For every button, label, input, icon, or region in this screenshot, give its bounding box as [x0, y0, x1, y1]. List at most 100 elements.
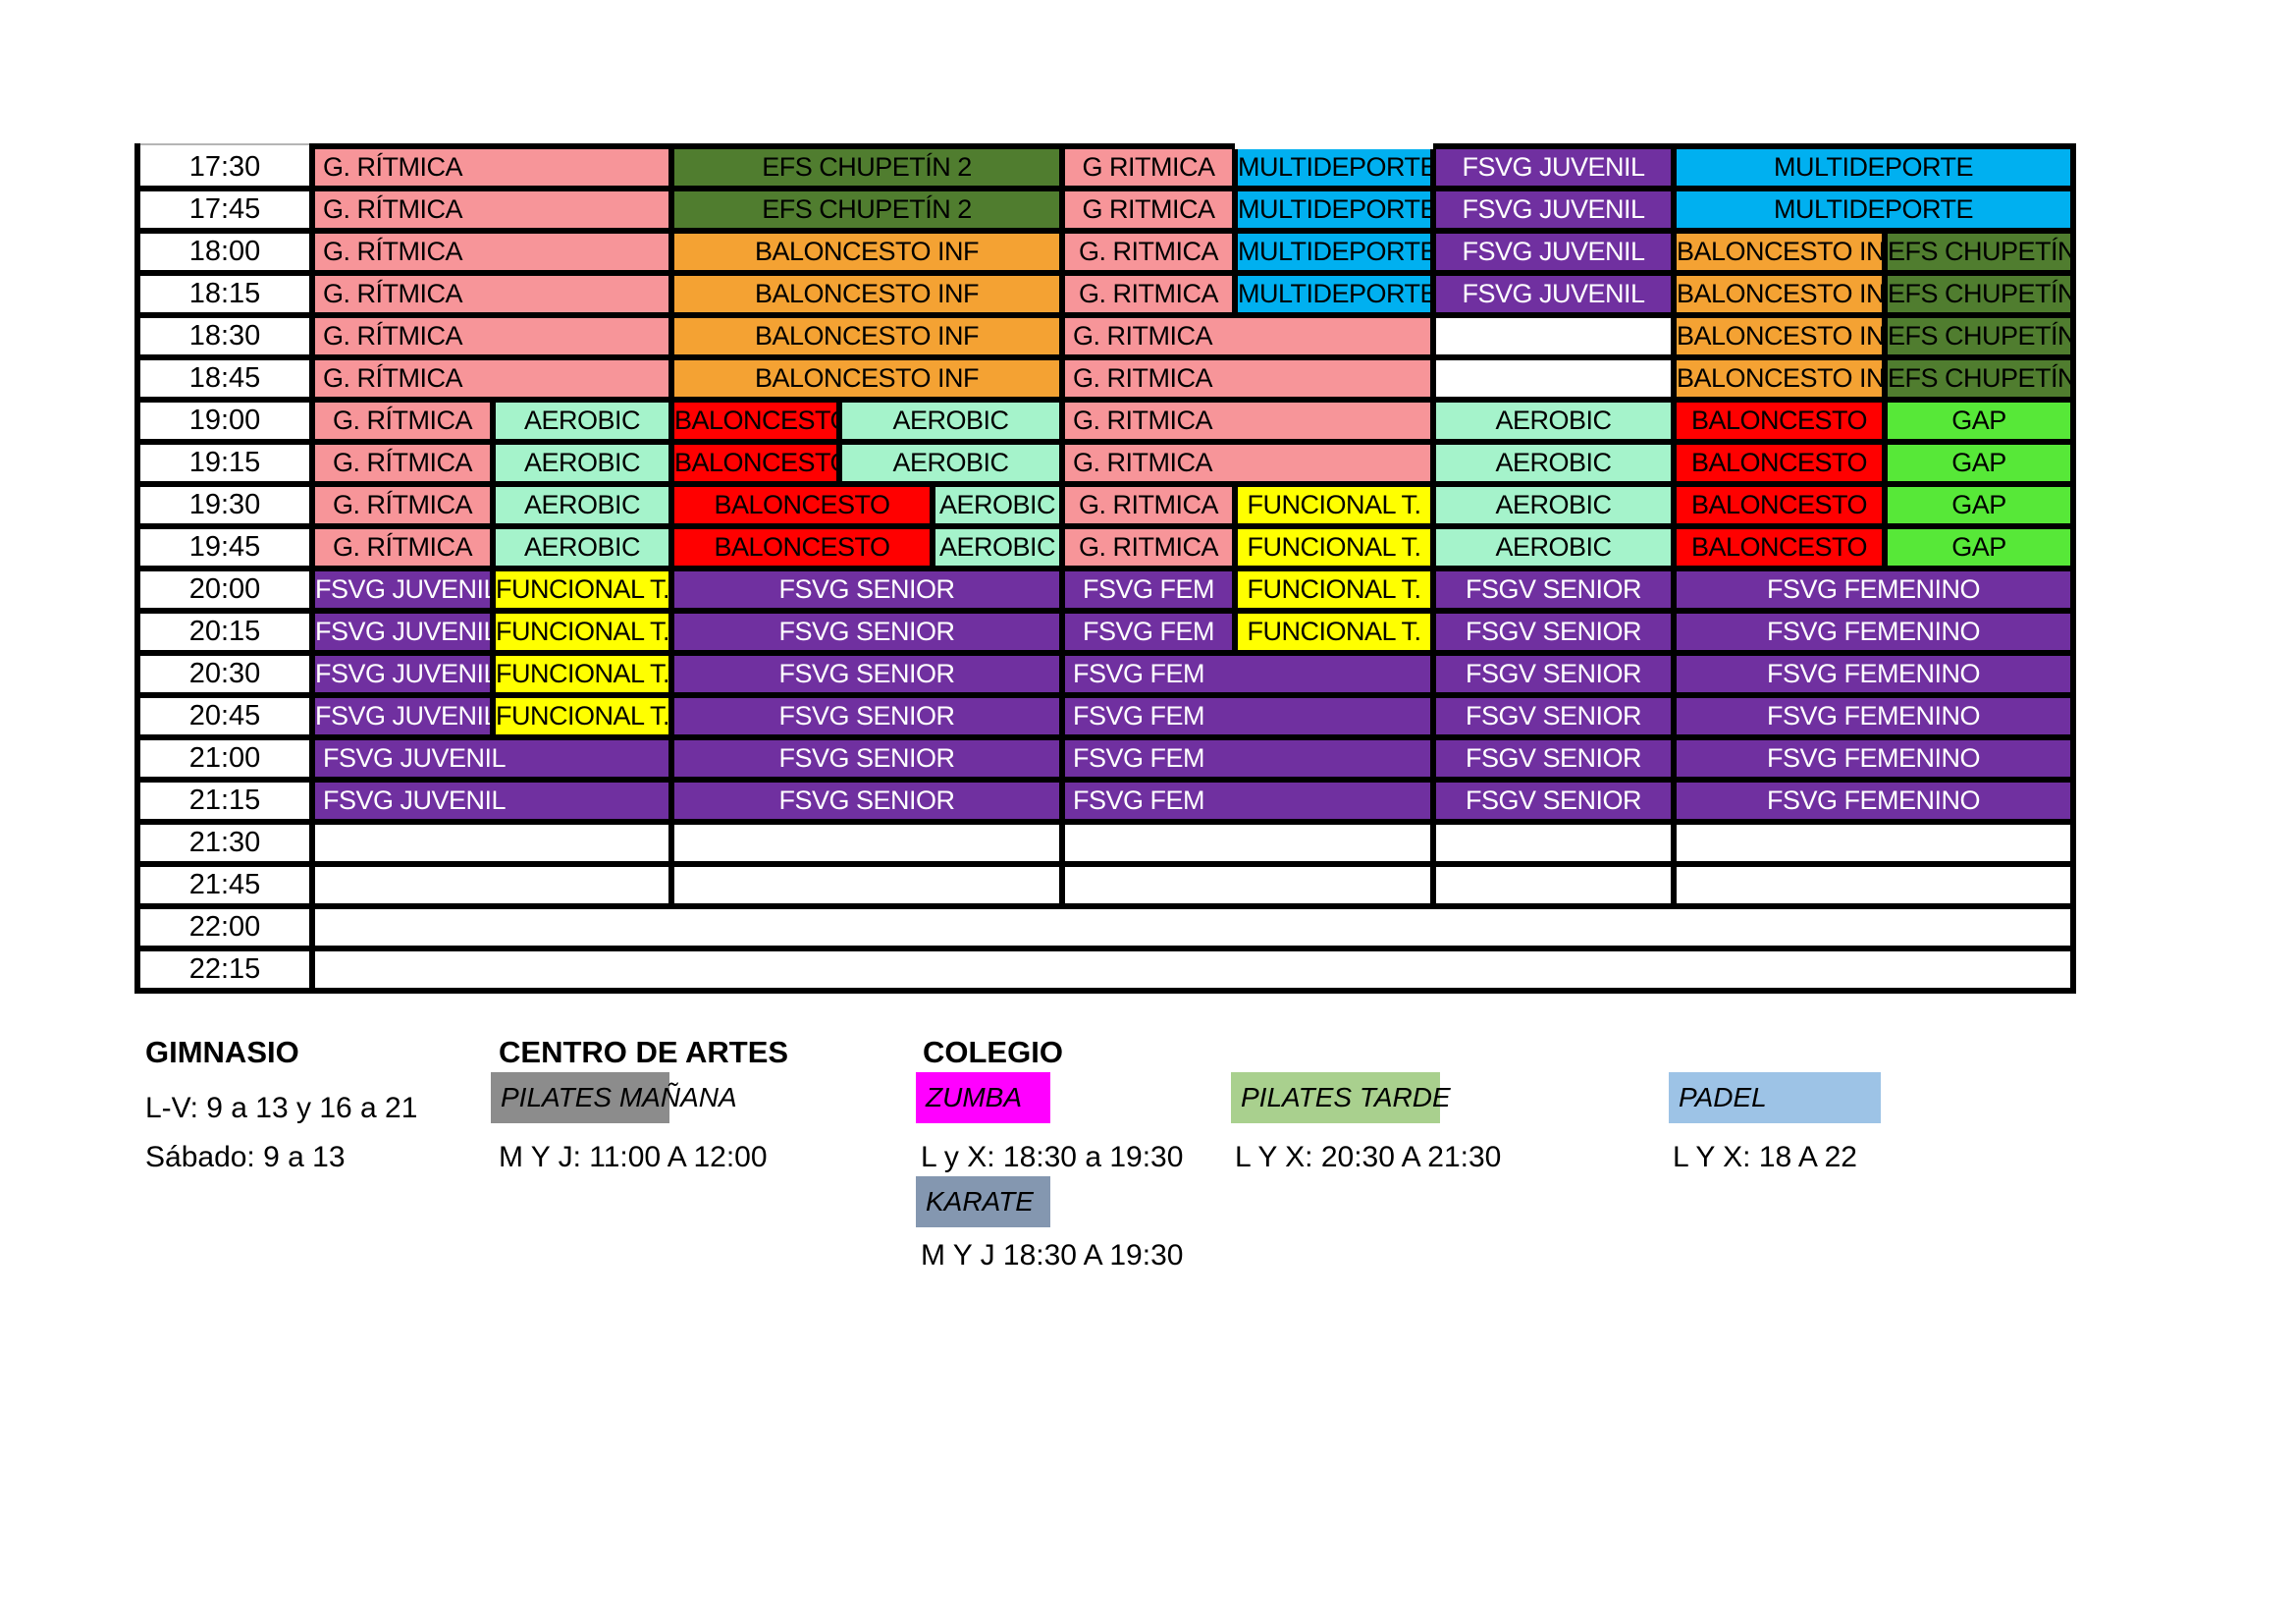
activity-cell: FUNCIONAL T.: [496, 614, 668, 650]
activity-cell: AEROBIC: [496, 445, 668, 481]
activity-cell: FUNCIONAL T.: [1238, 614, 1430, 650]
activity-cell: EFS CHUPETÍN 2: [1888, 276, 2070, 312]
legend-colegio-title: COLEGIO: [923, 1035, 1063, 1069]
activity-cell: GAP: [1888, 403, 2070, 439]
activity-cell: G. RITMICA: [1065, 487, 1232, 523]
activity-cell: BALONCESTO: [674, 529, 930, 566]
activity-cell: AEROBIC: [496, 403, 668, 439]
activity-cell: AEROBIC: [496, 529, 668, 566]
time-cell: 21:30: [140, 825, 309, 861]
activity-cell: FSVG FEMENINO: [1677, 656, 2070, 692]
activity-cell: BALONCESTO: [1677, 487, 1882, 523]
activity-cell: G. RITMICA: [1065, 445, 1430, 481]
activity-cell: FUNCIONAL T.: [1238, 529, 1430, 566]
activity-cell: [1436, 318, 1671, 354]
activity-cell: AEROBIC: [1436, 445, 1671, 481]
time-cell: 17:30: [140, 149, 309, 186]
activity-cell: [315, 867, 668, 903]
activity-cell: BALONCESTO: [674, 403, 836, 439]
activity-cell: MULTIDEPORTE: [1238, 149, 1430, 186]
activity-cell: AEROBIC: [842, 445, 1059, 481]
activity-cell: G. RITMICA: [1065, 403, 1430, 439]
activity-cell: G. RITMICA: [1065, 360, 1430, 397]
activity-cell: EFS CHUPETÍN 2: [1888, 318, 2070, 354]
activity-cell: FSVG JUVENIL: [1436, 234, 1671, 270]
time-cell: 22:15: [140, 951, 309, 988]
legend-gimnasio-title: GIMNASIO: [145, 1035, 299, 1069]
activity-cell: AEROBIC: [1436, 529, 1671, 566]
activity-cell: BALONCESTO: [674, 487, 930, 523]
activity-cell: FSVG FEM: [1065, 571, 1232, 608]
activity-cell: [1436, 825, 1671, 861]
time-cell: 18:30: [140, 318, 309, 354]
activity-cell: BALONCESTO: [1677, 403, 1882, 439]
activity-cell: G. RITMICA: [1065, 234, 1232, 270]
activity-cell: MULTIDEPORTE: [1677, 149, 2070, 186]
activity-cell: FSVG JUVENIL: [1436, 149, 1671, 186]
legend-pilates-tarde-hours: L Y X: 20:30 A 21:30: [1235, 1141, 1502, 1173]
activity-cell: EFS CHUPETÍN 2: [674, 149, 1059, 186]
activity-cell: EFS CHUPETÍN 2: [1888, 360, 2070, 397]
activity-cell: BALONCESTO INF: [674, 318, 1059, 354]
activity-cell: BALONCESTO: [1677, 529, 1882, 566]
activity-cell: EFS CHUPETÍN 2: [674, 191, 1059, 228]
time-cell: 21:00: [140, 740, 309, 777]
activity-cell: FSGV SENIOR: [1436, 783, 1671, 819]
activity-cell: FSVG FEMENINO: [1677, 571, 2070, 608]
activity-cell: FSVG JUVENIL: [1436, 276, 1671, 312]
activity-cell: G. RITMICA: [1065, 318, 1430, 354]
activity-cell: FSVG SENIOR: [674, 614, 1059, 650]
activity-cell: FSGV SENIOR: [1436, 614, 1671, 650]
legend-pilates-manana-box: PILATES MAÑANA: [491, 1072, 737, 1123]
activity-cell: [1065, 825, 1430, 861]
activity-cell: GAP: [1888, 529, 2070, 566]
activity-cell: FUNCIONAL T.: [496, 656, 668, 692]
legend-pilates-tarde-box: PILATES TARDE: [1231, 1072, 1451, 1123]
time-cell: 21:15: [140, 783, 309, 819]
activity-cell: BALONCESTO INF: [674, 276, 1059, 312]
activity-cell: MULTIDEPORTE: [1238, 276, 1430, 312]
activity-cell: BALONCESTO: [674, 445, 836, 481]
activity-cell: [315, 909, 2070, 946]
activity-cell: BALONCESTO INF: [1677, 360, 1882, 397]
activity-cell: [1677, 867, 2070, 903]
activity-cell: FSVG FEM: [1065, 614, 1232, 650]
activity-cell: FSGV SENIOR: [1436, 571, 1671, 608]
activity-cell: AEROBIC: [935, 487, 1059, 523]
legend-gimnasio-hours-saturday: Sábado: 9 a 13: [145, 1141, 346, 1173]
activity-cell: FSGV SENIOR: [1436, 740, 1671, 777]
activity-cell: FSVG SENIOR: [674, 656, 1059, 692]
activity-cell: BALONCESTO INF: [1677, 234, 1882, 270]
activity-cell: FSVG JUVENIL: [315, 571, 490, 608]
time-cell: 20:00: [140, 571, 309, 608]
activity-cell: FSVG SENIOR: [674, 698, 1059, 734]
activity-cell: FSVG FEMENINO: [1677, 614, 2070, 650]
activity-cell: G. RÍTMICA: [315, 191, 668, 228]
time-cell: 20:30: [140, 656, 309, 692]
activity-cell: G. RITMICA: [1065, 276, 1232, 312]
activity-cell: [674, 867, 1059, 903]
activity-cell: FSVG SENIOR: [674, 740, 1059, 777]
activity-cell: MULTIDEPORTE: [1677, 191, 2070, 228]
activity-cell: G. RITMICA: [1065, 529, 1232, 566]
activity-cell: G. RÍTMICA: [315, 149, 668, 186]
time-cell: 18:15: [140, 276, 309, 312]
activity-cell: BALONCESTO INF: [674, 360, 1059, 397]
activity-cell: G. RÍTMICA: [315, 529, 490, 566]
time-cell: 21:45: [140, 867, 309, 903]
activity-cell: FSVG FEM: [1065, 783, 1430, 819]
activity-cell: EFS CHUPETÍN 2: [1888, 234, 2070, 270]
time-column-top-edge: [140, 143, 309, 149]
activity-cell: FUNCIONAL T.: [496, 571, 668, 608]
column-d-top-gap: [1235, 143, 1433, 149]
activity-cell: FSVG SENIOR: [674, 571, 1059, 608]
activity-cell: FSVG JUVENIL: [315, 740, 668, 777]
activity-cell: GAP: [1888, 487, 2070, 523]
legend-gimnasio-hours-weekdays: L-V: 9 a 13 y 16 a 21: [145, 1092, 418, 1124]
activity-cell: FSVG SENIOR: [674, 783, 1059, 819]
activity-cell: [1677, 825, 2070, 861]
legend-centro-artes-title: CENTRO DE ARTES: [499, 1035, 789, 1069]
activity-cell: FSGV SENIOR: [1436, 698, 1671, 734]
activity-cell: FSVG JUVENIL: [315, 656, 490, 692]
